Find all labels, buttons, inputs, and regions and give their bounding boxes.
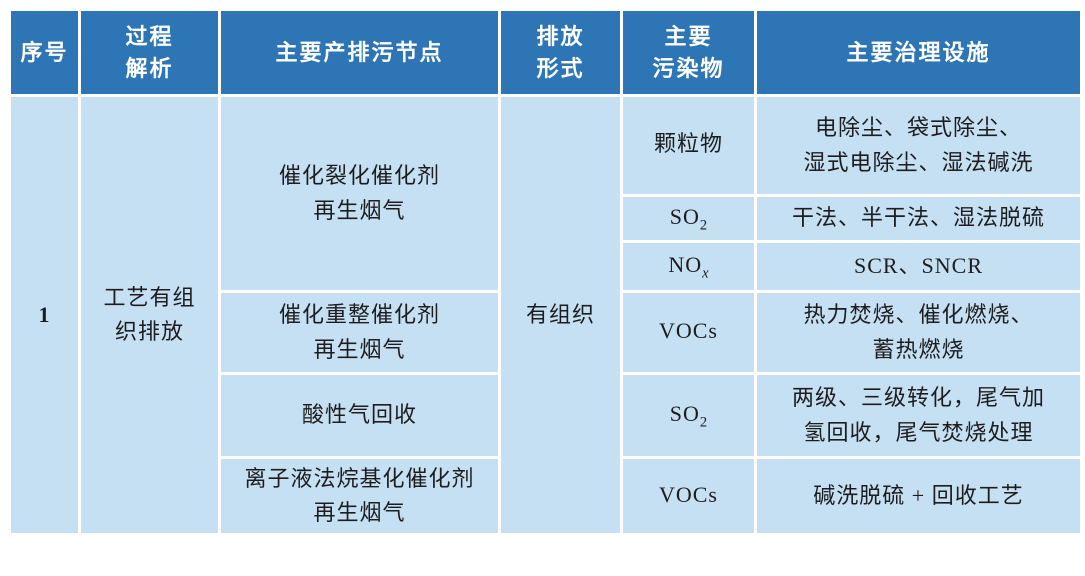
process-line1: 工艺有组 (103, 284, 196, 310)
pollutant-subscript: x (702, 265, 709, 282)
cell-facility-conversion: 两级、三级转化，尾气加 氢回收，尾气焚烧处理 (754, 372, 1083, 459)
node-line1: 离子液法烷基化催化剂 (244, 465, 475, 491)
header-cell-node: 主要产排污节点 (218, 8, 501, 97)
table-row: 离子液法烷基化催化剂 再生烟气 VOCs 碱洗脱硫 + 回收工艺 (10, 456, 1083, 536)
cell-facility-dedusting: 电除尘、袋式除尘、 湿式电除尘、湿法碱洗 (754, 94, 1083, 197)
cell-pollutant-vocs: VOCs (620, 290, 757, 375)
cell-serial-number: 1 (8, 94, 81, 536)
facility-line1: 干法、半干法、湿法脱硫 (791, 205, 1045, 231)
header-cell-serial: 序号 (8, 8, 81, 97)
cell-node-catalytic-reforming: 催化重整催化剂 再生烟气 (218, 290, 501, 375)
cell-pollutant-vocs-2: VOCs (620, 456, 757, 536)
header-process-line1: 过程 (125, 23, 174, 49)
cell-pollutant-so2-2: SO2 (620, 372, 757, 459)
pollutant-subscript: 2 (699, 414, 708, 431)
facility-line1: 两级、三级转化，尾气加 (791, 385, 1045, 411)
header-pollutant-line1: 主要 (664, 23, 713, 49)
node-line2: 再生烟气 (313, 500, 406, 525)
cell-pollutant-so2: SO2 (620, 194, 757, 243)
header-emission-line1: 排放 (536, 23, 585, 49)
facility-line2: 氢回收，尾气焚烧处理 (803, 419, 1034, 445)
pollutant-subscript: 2 (699, 217, 708, 234)
pollutant-base: SO (669, 204, 700, 230)
header-facility-label: 主要治理设施 (846, 39, 991, 65)
header-emission-line2: 形式 (536, 55, 585, 81)
cell-node-ionic-liquid-alkylation: 离子液法烷基化催化剂 再生烟气 (218, 456, 501, 536)
header-cell-emission: 排放 形式 (498, 8, 623, 97)
emission-nodes-table: 序号 过程 解析 主要产排污节点 排放 形式 主要 污染物 (8, 8, 1083, 536)
facility-line2: 蓄热燃烧 (872, 336, 965, 362)
process-line2: 织排放 (114, 319, 184, 344)
cell-facility-scr-sncr: SCR、SNCR (754, 240, 1083, 293)
cell-facility-desulfurization: 干法、半干法、湿法脱硫 (754, 194, 1083, 243)
facility-line2: 湿式电除尘、湿法碱洗 (803, 149, 1034, 175)
header-cell-pollutant: 主要 污染物 (620, 8, 757, 97)
facility-line1: 热力焚烧、催化燃烧、 (803, 302, 1034, 328)
pollutant-base: VOCs (658, 481, 718, 507)
table-row: SO2 干法、半干法、湿法脱硫 (10, 194, 1083, 243)
cell-process-analysis: 工艺有组 织排放 (78, 94, 221, 536)
header-cell-facility: 主要治理设施 (754, 8, 1083, 97)
table-row: 催化重整催化剂 再生烟气 VOCs 热力焚烧、催化燃烧、 蓄热燃烧 (10, 290, 1083, 375)
facility-line1: SCR、SNCR (853, 253, 984, 279)
cell-facility-alkali-wash-recovery: 碱洗脱硫 + 回收工艺 (754, 456, 1083, 536)
header-node-label: 主要产排污节点 (275, 39, 444, 65)
pollutant-base: NO (668, 252, 703, 278)
table-header-row: 序号 过程 解析 主要产排污节点 排放 形式 主要 污染物 (8, 8, 1083, 97)
pollutant-base: SO (669, 401, 700, 427)
node-line2: 再生烟气 (313, 197, 406, 223)
cell-emission-form: 有组织 (498, 94, 623, 536)
facility-line1: 电除尘、袋式除尘、 (814, 115, 1022, 141)
cell-facility-combustion: 热力焚烧、催化燃烧、 蓄热燃烧 (754, 290, 1083, 375)
header-process-line2: 解析 (125, 55, 174, 81)
header-serial-label: 序号 (20, 39, 69, 65)
facility-line1: 碱洗脱硫 + 回收工艺 (813, 482, 1024, 508)
table-row: 酸性气回收 SO2 两级、三级转化，尾气加 氢回收，尾气焚烧处理 (10, 372, 1083, 459)
pollutant-base: VOCs (658, 318, 718, 344)
node-line1: 催化裂化催化剂 (278, 163, 440, 189)
table-row: 1 工艺有组 织排放 催化裂化催化剂 再生烟气 有组织 颗粒物 电除尘、袋式除尘… (8, 94, 1083, 536)
header-cell-process: 过程 解析 (78, 8, 221, 97)
header-pollutant-line2: 污染物 (652, 55, 725, 81)
node-line2: 再生烟气 (313, 336, 406, 362)
node-line1: 催化重整催化剂 (278, 302, 440, 328)
pollutant-base: 颗粒物 (653, 131, 723, 157)
cell-pollutant-particulate: 颗粒物 (620, 94, 757, 197)
cell-node-catalytic-cracking: 催化裂化催化剂 再生烟气 (218, 94, 501, 293)
table-row: NOx SCR、SNCR (10, 240, 1083, 293)
cell-pollutant-nox: NOx (620, 240, 757, 293)
node-line1: 酸性气回收 (301, 402, 417, 428)
cell-node-acid-gas-recovery: 酸性气回收 (218, 372, 501, 459)
pollution-control-table-wrap: 序号 过程 解析 主要产排污节点 排放 形式 主要 污染物 (8, 8, 1083, 536)
